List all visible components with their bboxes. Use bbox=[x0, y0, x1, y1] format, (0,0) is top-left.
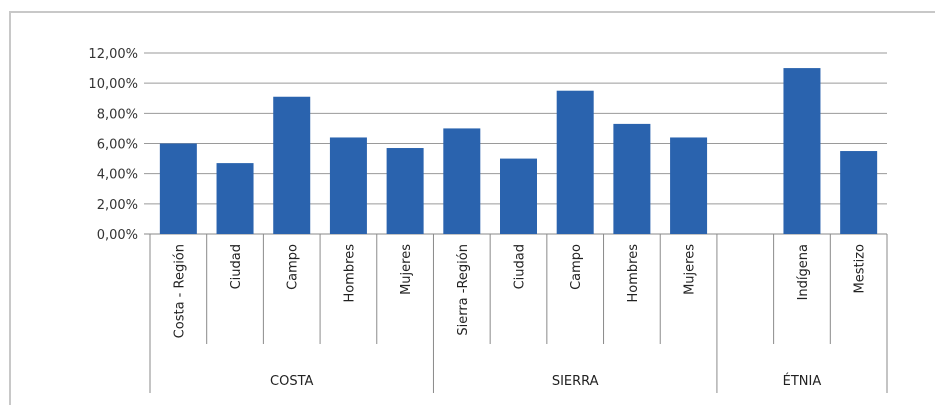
category-label: Campo bbox=[569, 244, 584, 290]
category-labels: Costa - Región Ciudad Campo Hombres Mujeres S… bbox=[149, 234, 888, 393]
bar bbox=[216, 163, 254, 234]
category-label: Ciudad bbox=[513, 244, 528, 289]
category-label: Sierra -Región bbox=[456, 244, 471, 336]
y-tick-label: 6,00% bbox=[97, 138, 138, 153]
y-axis-ticks: 0,00% 2,00% 4,00% 6,00% 8,00% 10,00% 12,00% bbox=[88, 47, 138, 243]
group-label: COSTA bbox=[270, 374, 313, 389]
bar-chart: 0,00% 2,00% 4,00% 6,00% 8,00% 10,00% 12,00% Co… bbox=[88, 47, 888, 393]
category-label: Hombres bbox=[626, 244, 641, 303]
bar bbox=[783, 68, 821, 234]
category-label: Costa - Región bbox=[172, 244, 187, 338]
bar bbox=[159, 143, 197, 234]
category-label: Mujeres bbox=[399, 244, 414, 295]
category-label: Hombres bbox=[342, 244, 357, 303]
category-label: Indígena bbox=[796, 244, 811, 300]
category-label: Campo bbox=[286, 244, 301, 290]
category-label: Mestizo bbox=[853, 244, 868, 294]
chart-frame: 0,00% 2,00% 4,00% 6,00% 8,00% 10,00% 12,00% Co… bbox=[9, 11, 935, 405]
group-label: SIERRA bbox=[552, 374, 599, 389]
bar bbox=[670, 137, 708, 234]
category-label: Mujeres bbox=[683, 244, 698, 295]
y-tick-label: 12,00% bbox=[88, 47, 138, 62]
bar bbox=[500, 158, 537, 234]
bar bbox=[329, 137, 367, 234]
category-label: Ciudad bbox=[229, 244, 244, 289]
y-tick-label: 2,00% bbox=[97, 198, 138, 213]
y-tick-label: 4,00% bbox=[97, 168, 138, 183]
y-tick-label: 8,00% bbox=[97, 107, 138, 122]
bar bbox=[613, 123, 651, 234]
group-label: ÉTNIA bbox=[783, 373, 822, 389]
group-labels: COSTA SIERRA ÉTNIA bbox=[270, 373, 821, 389]
bar bbox=[840, 151, 878, 234]
bar bbox=[386, 148, 424, 234]
bar bbox=[443, 128, 481, 234]
bar bbox=[273, 96, 311, 234]
y-tick-label: 0,00% bbox=[97, 228, 138, 243]
y-tick-label: 10,00% bbox=[88, 77, 138, 92]
bars bbox=[159, 68, 878, 234]
bar bbox=[556, 90, 594, 234]
